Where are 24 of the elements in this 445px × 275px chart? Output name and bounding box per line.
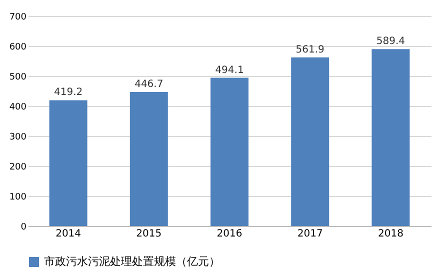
- y-tick-label: 600: [9, 42, 27, 52]
- y-tick-label: 0: [20, 222, 27, 232]
- y-tick-label: 300: [9, 132, 27, 142]
- y-tick-label: 400: [9, 102, 27, 112]
- y-tick-label: 700: [9, 12, 27, 22]
- y-tick-label: 500: [9, 72, 27, 82]
- bar: [291, 57, 330, 226]
- y-tick-label: 100: [9, 192, 27, 202]
- bar: [372, 49, 410, 226]
- y-tick-label: 200: [9, 162, 27, 172]
- legend-label: 市政污水污泥处理处置规模（亿元）: [44, 255, 220, 268]
- bar: [210, 78, 248, 226]
- data-label: 561.9: [296, 44, 324, 56]
- data-label: 589.4: [376, 36, 406, 48]
- x-tick-label: 2016: [216, 228, 242, 240]
- data-label: 494.1: [215, 64, 244, 76]
- x-tick-label: 2014: [56, 228, 82, 240]
- x-tick-label: 2017: [297, 228, 323, 240]
- x-tick-label: 2015: [136, 228, 162, 240]
- data-label: 446.7: [134, 78, 164, 90]
- x-tick-label: 2018: [378, 228, 404, 240]
- data-label: 419.2: [54, 87, 83, 98]
- bar: [130, 92, 168, 226]
- bar: [49, 100, 88, 226]
